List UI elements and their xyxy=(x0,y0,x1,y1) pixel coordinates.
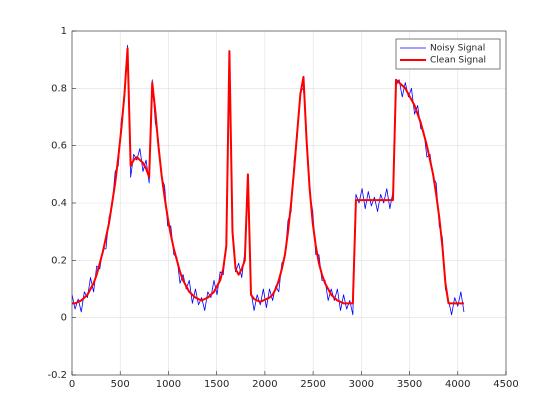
y-tick-label: 0.8 xyxy=(51,83,67,94)
legend-label: Clean Signal xyxy=(430,56,486,66)
x-tick-label: 3500 xyxy=(397,379,422,390)
y-tick-label: 1 xyxy=(61,26,67,37)
x-tick-label: 4500 xyxy=(493,379,518,390)
x-tick-label: 0 xyxy=(69,379,75,390)
x-tick-label: 4000 xyxy=(445,379,470,390)
legend-box xyxy=(395,38,501,70)
y-tick-label: -0.2 xyxy=(47,370,67,381)
y-tick-label: 0.6 xyxy=(51,141,67,152)
y-tick-label: 0.2 xyxy=(51,255,67,266)
x-tick-label: 2000 xyxy=(252,379,277,390)
x-tick-label: 1000 xyxy=(156,379,181,390)
series-line xyxy=(72,47,464,305)
axes-box xyxy=(71,30,507,376)
y-tick-label: 0 xyxy=(61,313,67,324)
x-tick-label: 3000 xyxy=(349,379,374,390)
x-tick-label: 1500 xyxy=(204,379,229,390)
legend-label: Noisy Signal xyxy=(430,44,485,54)
x-tick-label: 500 xyxy=(111,379,130,390)
x-tick-label: 2500 xyxy=(300,379,325,390)
y-tick-label: 0.4 xyxy=(51,198,67,209)
